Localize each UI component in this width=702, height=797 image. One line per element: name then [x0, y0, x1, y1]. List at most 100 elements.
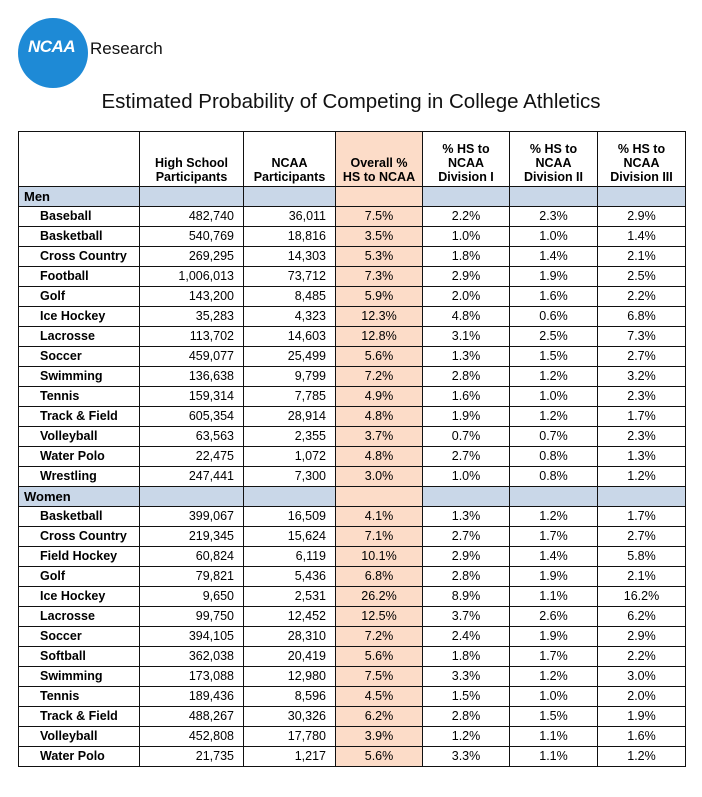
cell-sport: Tennis — [18, 386, 140, 407]
header-division-2: % HS to NCAA Division II — [509, 131, 598, 187]
table-row: Cross Country 269,295 14,303 5.3% 1.8% 1.4% 2.… — [18, 246, 686, 267]
cell-hs-participants: 219,345 — [139, 526, 244, 547]
cell-division-3: 1.7% — [597, 506, 686, 527]
cell-division-1: 2.7% — [422, 446, 510, 467]
cell-division-3: 2.0% — [597, 686, 686, 707]
cell-division-1: 1.6% — [422, 386, 510, 407]
cell-division-3: 16.2% — [597, 586, 686, 607]
cell-overall: 5.9% — [335, 286, 423, 307]
cell-overall: 12.5% — [335, 606, 423, 627]
cell-hs-participants: 488,267 — [139, 706, 244, 727]
cell-ncaa-participants: 17,780 — [243, 726, 336, 747]
cell-hs-participants: 394,105 — [139, 626, 244, 647]
table-row: Volleyball 63,563 2,355 3.7% 0.7% 0.7% 2.3% — [18, 426, 686, 447]
cell-division-2: 1.2% — [509, 666, 598, 687]
cell-sport: Lacrosse — [18, 326, 140, 347]
cell-division-2: 1.1% — [509, 746, 598, 767]
section-cell — [597, 486, 686, 507]
table-row: Golf 143,200 8,485 5.9% 2.0% 1.6% 2.2% — [18, 286, 686, 307]
cell-division-1: 2.4% — [422, 626, 510, 647]
cell-hs-participants: 362,038 — [139, 646, 244, 667]
cell-division-3: 2.3% — [597, 426, 686, 447]
cell-overall: 3.7% — [335, 426, 423, 447]
cell-hs-participants: 605,354 — [139, 406, 244, 427]
cell-division-1: 1.0% — [422, 466, 510, 487]
cell-hs-participants: 459,077 — [139, 346, 244, 367]
cell-division-2: 0.8% — [509, 446, 598, 467]
cell-hs-participants: 269,295 — [139, 246, 244, 267]
page-title: Estimated Probability of Competing in Co… — [101, 90, 601, 113]
cell-division-3: 2.9% — [597, 206, 686, 227]
table-row: Track & Field 605,354 28,914 4.8% 1.9% 1.2% 1.… — [18, 406, 686, 427]
cell-division-3: 2.9% — [597, 626, 686, 647]
cell-sport: Soccer — [18, 626, 140, 647]
cell-overall: 3.9% — [335, 726, 423, 747]
header-row: High School Participants NCAA Participants… — [18, 131, 686, 187]
table-row: Wrestling 247,441 7,300 3.0% 1.0% 0.8% 1.2% — [18, 466, 686, 487]
table-row: Basketball 540,769 18,816 3.5% 1.0% 1.0% 1.4% — [18, 226, 686, 247]
cell-hs-participants: 482,740 — [139, 206, 244, 227]
cell-overall: 7.5% — [335, 206, 423, 227]
section-cell — [422, 186, 510, 207]
cell-overall: 7.2% — [335, 366, 423, 387]
cell-overall: 7.1% — [335, 526, 423, 547]
cell-division-2: 1.6% — [509, 286, 598, 307]
cell-sport: Ice Hockey — [18, 306, 140, 327]
cell-division-3: 1.9% — [597, 706, 686, 727]
cell-sport: Cross Country — [18, 526, 140, 547]
cell-sport: Volleyball — [18, 726, 140, 747]
cell-division-2: 1.5% — [509, 706, 598, 727]
cell-hs-participants: 21,735 — [139, 746, 244, 767]
cell-sport: Water Polo — [18, 446, 140, 467]
cell-hs-participants: 1,006,013 — [139, 266, 244, 287]
cell-ncaa-participants: 12,452 — [243, 606, 336, 627]
table-row: Volleyball 452,808 17,780 3.9% 1.2% 1.1% 1.6% — [18, 726, 686, 747]
cell-overall: 5.6% — [335, 346, 423, 367]
cell-division-1: 4.8% — [422, 306, 510, 327]
cell-division-2: 1.9% — [509, 626, 598, 647]
cell-overall: 4.8% — [335, 446, 423, 467]
cell-division-3: 1.2% — [597, 466, 686, 487]
cell-hs-participants: 247,441 — [139, 466, 244, 487]
section-row: Men — [18, 186, 686, 207]
table-row: Swimming 173,088 12,980 7.5% 3.3% 1.2% 3.0% — [18, 666, 686, 687]
table-row: Soccer 459,077 25,499 5.6% 1.3% 1.5% 2.7% — [18, 346, 686, 367]
cell-sport: Water Polo — [18, 746, 140, 767]
cell-sport: Field Hockey — [18, 546, 140, 567]
table-row: Soccer 394,105 28,310 7.2% 2.4% 1.9% 2.9% — [18, 626, 686, 647]
cell-overall: 10.1% — [335, 546, 423, 567]
cell-ncaa-participants: 2,531 — [243, 586, 336, 607]
cell-ncaa-participants: 7,785 — [243, 386, 336, 407]
cell-overall: 6.2% — [335, 706, 423, 727]
cell-hs-participants: 136,638 — [139, 366, 244, 387]
cell-sport: Softball — [18, 646, 140, 667]
cell-division-2: 1.1% — [509, 586, 598, 607]
cell-ncaa-participants: 1,217 — [243, 746, 336, 767]
cell-sport: Wrestling — [18, 466, 140, 487]
cell-division-1: 1.0% — [422, 226, 510, 247]
cell-sport: Basketball — [18, 506, 140, 527]
section-cell — [335, 186, 423, 207]
cell-sport: Lacrosse — [18, 606, 140, 627]
header-overall: Overall % HS to NCAA — [335, 131, 423, 187]
table-row: Swimming 136,638 9,799 7.2% 2.8% 1.2% 3.2% — [18, 366, 686, 387]
cell-division-1: 2.8% — [422, 366, 510, 387]
cell-sport: Cross Country — [18, 246, 140, 267]
probability-table: High School Participants NCAA Participants… — [18, 131, 686, 767]
cell-ncaa-participants: 5,436 — [243, 566, 336, 587]
cell-division-1: 2.2% — [422, 206, 510, 227]
cell-sport: Swimming — [18, 666, 140, 687]
section-cell — [597, 186, 686, 207]
header-hs-participants: High School Participants — [139, 131, 244, 187]
cell-division-3: 2.1% — [597, 566, 686, 587]
cell-division-3: 2.5% — [597, 266, 686, 287]
section-cell — [335, 486, 423, 507]
cell-ncaa-participants: 15,624 — [243, 526, 336, 547]
cell-division-2: 2.6% — [509, 606, 598, 627]
cell-division-1: 3.7% — [422, 606, 510, 627]
cell-hs-participants: 540,769 — [139, 226, 244, 247]
table-row: Water Polo 22,475 1,072 4.8% 2.7% 0.8% 1.3% — [18, 446, 686, 467]
cell-overall: 12.8% — [335, 326, 423, 347]
cell-division-1: 3.3% — [422, 746, 510, 767]
cell-hs-participants: 35,283 — [139, 306, 244, 327]
